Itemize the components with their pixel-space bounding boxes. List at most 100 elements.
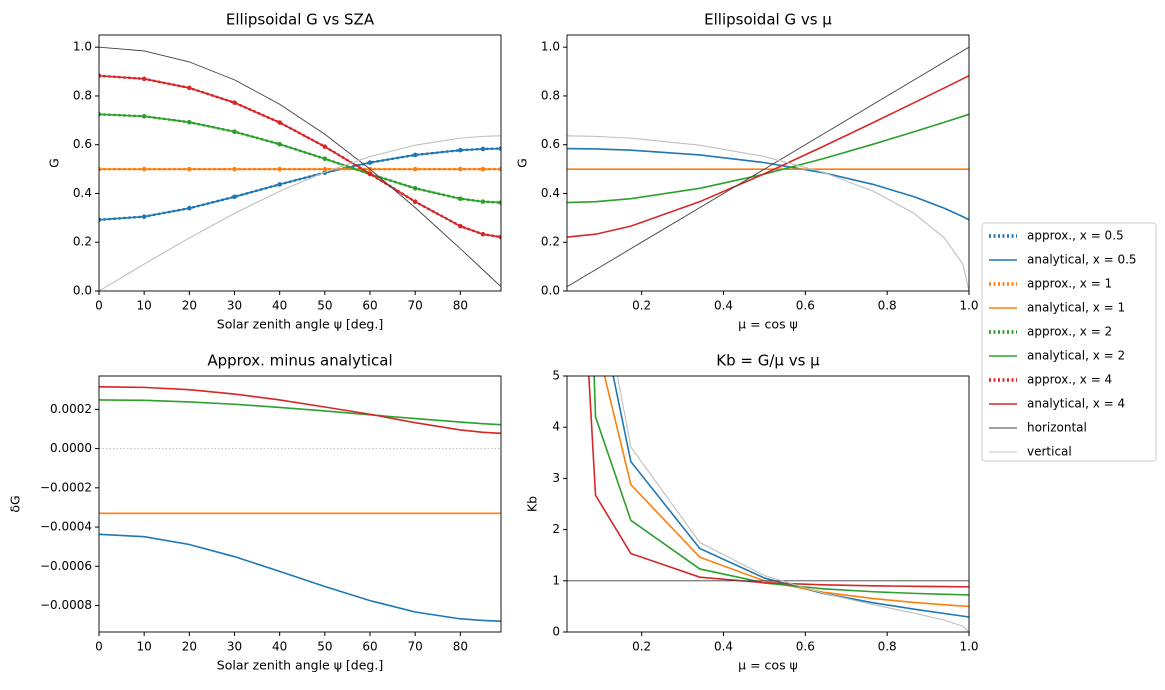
x-tick-label: 0.2 (632, 299, 651, 313)
x-tick-label: 80 (453, 299, 468, 313)
chart-title: Kb = G/μ vs μ (716, 352, 820, 370)
series-line (567, 135, 969, 291)
series-line (567, 75, 969, 238)
legend-label: analytical, x = 4 (1027, 397, 1125, 411)
series-line (588, 376, 969, 588)
x-tick-label: 0.4 (714, 299, 733, 313)
x-tick-label: 20 (182, 640, 197, 654)
y-tick-label: 0.6 (73, 137, 92, 151)
x-tick-label: 10 (137, 640, 152, 654)
x-axis-label: μ = cos ψ (738, 317, 798, 332)
y-tick-label: 1 (552, 573, 560, 587)
x-tick-label: 0 (95, 640, 103, 654)
y-axis-label: G (47, 158, 62, 168)
y-tick-label: 0.0 (73, 284, 92, 298)
x-tick-label: 1.0 (959, 299, 978, 313)
plot-area (567, 46, 969, 291)
x-tick-label: 30 (227, 640, 242, 654)
y-tick-label: 1.0 (541, 40, 560, 54)
x-tick-label: 0.6 (796, 299, 815, 313)
y-tick-label: −0.0006 (40, 559, 92, 573)
y-tick-label: 0.2 (541, 235, 560, 249)
series-line (99, 135, 501, 291)
x-tick-label: 60 (362, 299, 377, 313)
series-line (99, 113, 501, 204)
x-tick-label: 30 (227, 299, 242, 313)
x-tick-label: 50 (317, 299, 332, 313)
y-tick-label: 2 (552, 522, 560, 536)
y-axis-label: G (515, 158, 530, 168)
x-tick-label: 80 (453, 640, 468, 654)
y-tick-label: 4 (552, 420, 560, 434)
chart-title: Ellipsoidal G vs μ (704, 11, 832, 29)
series-line (99, 147, 501, 222)
series-line (603, 376, 969, 608)
x-tick-label: 0.8 (878, 640, 897, 654)
y-tick-label: 0.6 (541, 137, 560, 151)
y-tick-label: −0.0002 (40, 480, 92, 494)
y-tick-label: −0.0008 (40, 598, 92, 612)
legend-label: analytical, x = 2 (1027, 349, 1125, 363)
x-tick-label: 1.0 (959, 640, 978, 654)
y-tick-label: 0.0000 (50, 441, 92, 455)
y-tick-label: 1.0 (73, 40, 92, 54)
series-line (99, 533, 501, 623)
series-line (612, 376, 969, 618)
legend-label: vertical (1027, 445, 1072, 459)
series-line (567, 147, 969, 221)
x-tick-label: 0.4 (714, 640, 733, 654)
legend-box (981, 222, 1157, 462)
y-tick-label: 0.8 (541, 88, 560, 102)
x-tick-label: 40 (272, 299, 287, 313)
legend-label: approx., x = 0.5 (1027, 229, 1124, 243)
x-tick-label: 40 (272, 640, 287, 654)
y-tick-label: 0.2 (73, 235, 92, 249)
y-tick-label: 0.4 (541, 186, 560, 200)
x-tick-label: 0.8 (878, 299, 897, 313)
x-axis-label: μ = cos ψ (738, 658, 798, 673)
axes-frame (98, 375, 502, 633)
y-tick-label: 5 (552, 369, 560, 383)
plot-area (567, 376, 969, 632)
y-tick-label: 3 (552, 471, 560, 485)
y-tick-label: 0 (552, 625, 560, 639)
chart-title: Approx. minus analytical (207, 352, 392, 370)
series-line (99, 46, 501, 288)
x-tick-label: 0 (95, 299, 103, 313)
y-axis-label: δG (8, 495, 23, 512)
series-line (99, 385, 501, 435)
legend-label: approx., x = 1 (1027, 277, 1112, 291)
y-tick-label: −0.0004 (40, 520, 92, 534)
series-line (99, 113, 501, 204)
series-line (99, 74, 501, 238)
legend-label: approx., x = 4 (1027, 373, 1112, 387)
plot-area (99, 385, 501, 623)
x-axis-label: Solar zenith angle ψ [deg.] (217, 317, 383, 332)
series-line (593, 376, 969, 596)
chart-title: Ellipsoidal G vs SZA (226, 11, 375, 29)
x-axis-label: Solar zenith angle ψ [deg.] (217, 658, 383, 673)
series-line (567, 113, 969, 204)
plot-area (99, 46, 501, 291)
series-line (567, 46, 969, 288)
y-tick-label: 0.4 (73, 186, 92, 200)
y-tick-label: 0.0002 (50, 402, 92, 416)
legend-label: approx., x = 2 (1027, 325, 1112, 339)
series-line (99, 399, 501, 426)
y-tick-label: 0.8 (73, 88, 92, 102)
x-tick-label: 10 (137, 299, 152, 313)
x-tick-label: 70 (408, 640, 423, 654)
x-tick-label: 60 (362, 640, 377, 654)
legend-label: analytical, x = 0.5 (1027, 253, 1137, 267)
x-tick-label: 70 (408, 299, 423, 313)
axes-frame (98, 34, 502, 292)
legend-label: analytical, x = 1 (1027, 301, 1125, 315)
x-tick-label: 0.2 (632, 640, 651, 654)
x-tick-label: 20 (182, 299, 197, 313)
axes-frame (566, 34, 970, 292)
legend-label: horizontal (1027, 421, 1087, 435)
axes-frame (566, 375, 970, 633)
x-tick-label: 50 (317, 640, 332, 654)
